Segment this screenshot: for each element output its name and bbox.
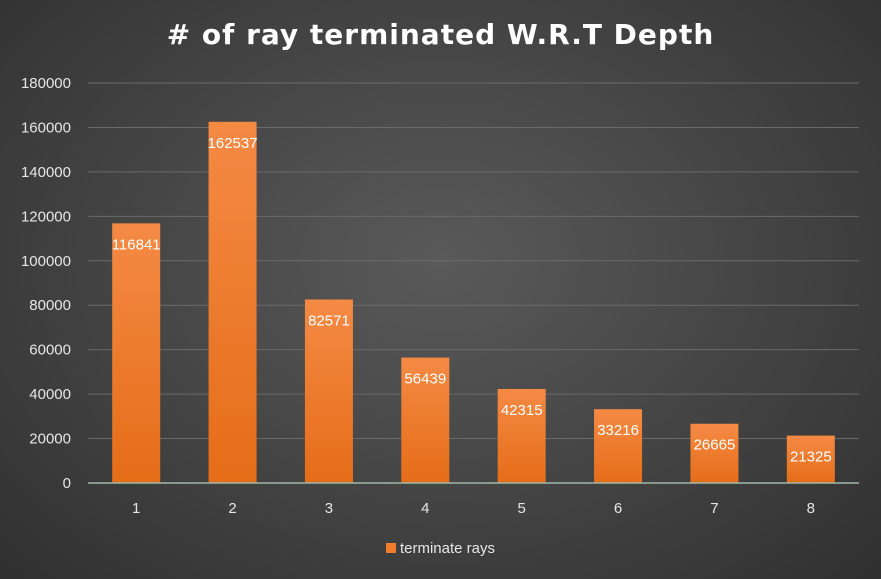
bar-1 (112, 223, 161, 483)
y-tick-label: 100000 (21, 253, 71, 270)
x-tick-label: 3 (325, 500, 333, 517)
data-label: 116841 (112, 236, 161, 253)
y-tick-label: 140000 (21, 164, 71, 181)
legend-swatch (385, 543, 396, 554)
data-label: 82571 (308, 313, 350, 330)
bar-6 (594, 409, 643, 483)
data-labels: 116841 162537 82571 56439 42315 33216 26665 213… (112, 135, 832, 466)
x-tick-label: 8 (807, 500, 815, 517)
bar-8 (786, 435, 835, 483)
gridlines (88, 82, 859, 440)
legend: terminate rays (0, 540, 881, 557)
y-tick-label: 160000 (21, 119, 71, 136)
data-label: 162537 (208, 135, 258, 152)
data-label: 33216 (597, 422, 639, 439)
bar-3 (304, 299, 353, 483)
y-tick-label: 40000 (29, 386, 71, 403)
data-label: 26665 (694, 437, 736, 454)
bar-4 (401, 357, 450, 483)
bar-2 (208, 121, 257, 483)
bars (112, 121, 835, 483)
y-tick-label: 180000 (21, 75, 71, 92)
y-tick-label: 20000 (29, 431, 71, 448)
data-label: 21325 (790, 449, 832, 466)
y-tick-label: 80000 (29, 297, 71, 314)
x-tick-label: 2 (228, 500, 236, 517)
x-tick-label: 7 (710, 500, 718, 517)
x-tick-label: 6 (614, 500, 622, 517)
y-tick-label: 120000 (21, 208, 71, 225)
y-tick-label: 60000 (29, 342, 71, 359)
chart-title: # of ray terminated W.R.T Depth (166, 18, 715, 51)
data-label: 42315 (501, 402, 543, 419)
x-tick-label: 4 (421, 500, 429, 517)
x-tick-label: 5 (518, 500, 526, 517)
bar-5 (497, 388, 546, 483)
data-label: 56439 (404, 371, 446, 388)
legend-label: terminate rays (399, 540, 496, 557)
bar-7 (690, 423, 739, 483)
y-tick-labels: 0 20000 40000 60000 80000 100000 120000 140000 1… (21, 75, 71, 492)
y-tick-label: 0 (63, 475, 71, 492)
x-tick-labels: 1 2 3 4 5 6 7 8 (132, 500, 815, 517)
x-tick-label: 1 (132, 500, 140, 517)
